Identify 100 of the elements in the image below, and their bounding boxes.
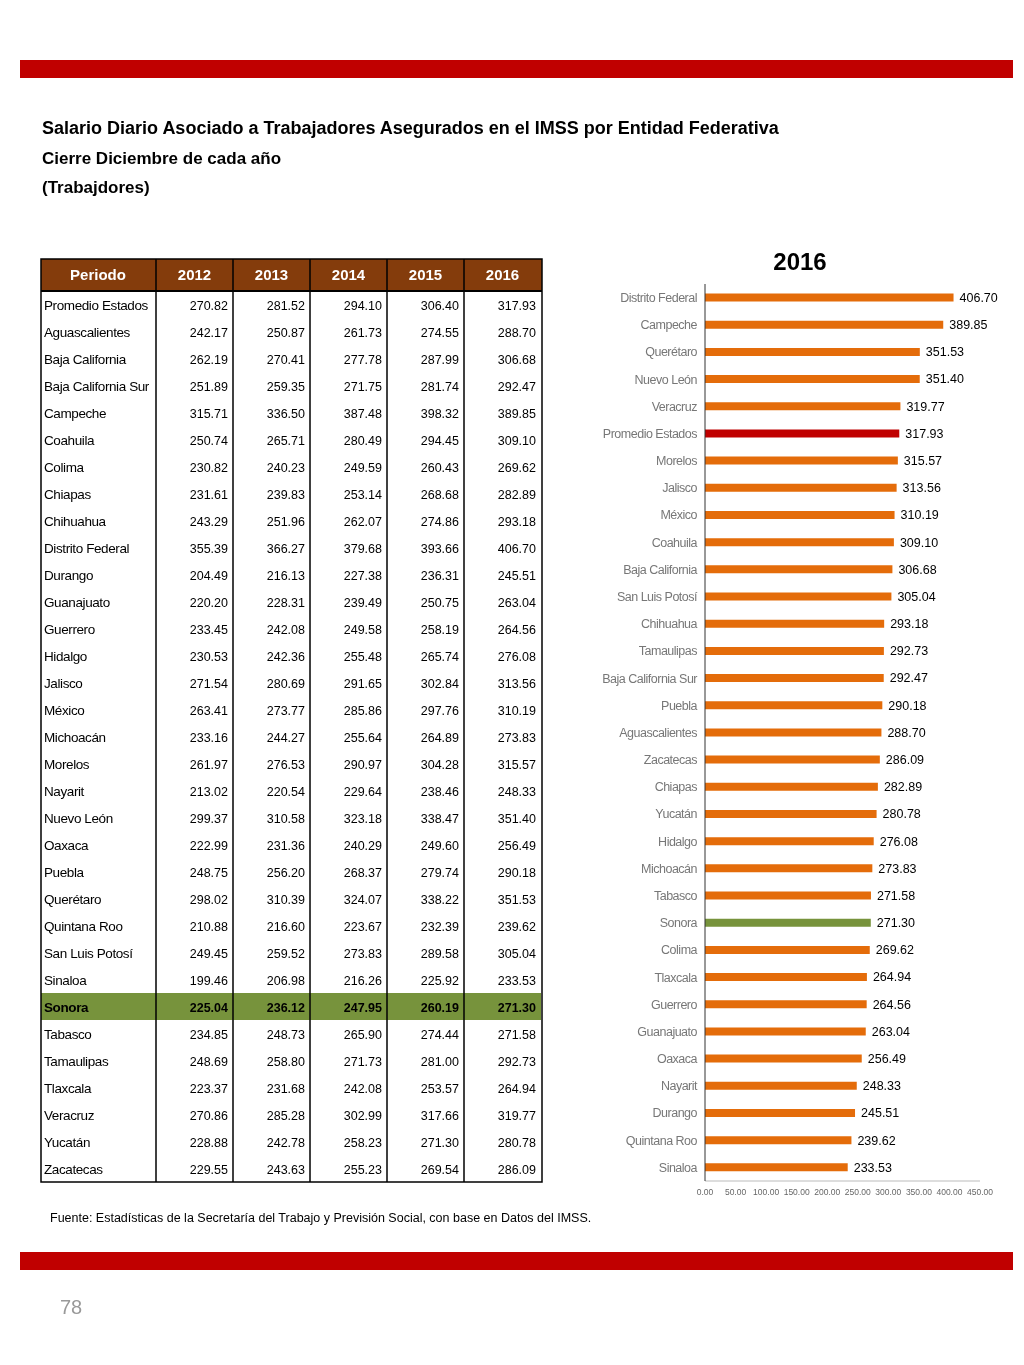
data-label: 389.85 [497, 406, 537, 421]
y-tick-label: Tabasco [653, 889, 698, 904]
y-tick-label: Veracruz [44, 1107, 95, 1123]
y-tick-label: Sinaloa [658, 1160, 698, 1175]
y-tick-label: Coahuila [44, 432, 95, 448]
data-label: 271.75 [343, 379, 383, 394]
data-label: 387.48 [343, 406, 383, 421]
data-label: 247.95 [343, 1000, 383, 1015]
y-tick-label: Yucatán [44, 1134, 90, 1150]
data-label: 259.35 [266, 379, 306, 394]
data-label: 270.82 [189, 298, 229, 313]
chart-title: Salario Diario Asociado a Trabajadores Asegurados en el IMSS por Entidad Federativa [42, 117, 780, 140]
data-label: 233.45 [189, 622, 229, 637]
y-tick-label: Zacatecas [44, 1161, 104, 1177]
bar [705, 483, 897, 492]
data-label: 222.99 [189, 838, 229, 853]
data-label: 223.67 [343, 919, 383, 934]
bar [705, 1163, 848, 1172]
data-label: 263.04 [497, 595, 537, 610]
bar [705, 293, 954, 302]
bar [705, 646, 884, 655]
y-tick-label: Hidalgo [44, 648, 87, 664]
data-label: 305.04 [497, 946, 537, 961]
bar [705, 782, 878, 791]
data-label: 280.49 [343, 433, 383, 448]
data-label: 315.71 [189, 406, 229, 421]
data-label: 249.60 [420, 838, 460, 853]
y-tick-label: Chiapas [654, 780, 698, 795]
y-tick-label: Baja California Sur [602, 671, 698, 686]
bar [705, 837, 874, 846]
data-label: 216.60 [266, 919, 306, 934]
y-tick-label: Jalisco [44, 675, 83, 691]
data-label: 306.40 [420, 298, 460, 313]
bar [705, 456, 898, 465]
data-label: 239.49 [343, 595, 383, 610]
data-label: 251.96 [266, 514, 306, 529]
y-tick-label: Colima [661, 943, 698, 958]
data-label: 265.71 [266, 433, 306, 448]
data-label: 234.85 [189, 1027, 229, 1042]
data-label: 239.83 [266, 487, 306, 502]
data-label: 248.33 [862, 1079, 902, 1094]
data-label: 248.73 [266, 1027, 306, 1042]
data-label: 245.51 [861, 1106, 900, 1121]
y-tick-label: Tlaxcala [654, 970, 698, 985]
data-label: 220.20 [189, 595, 229, 610]
data-label: 251.89 [189, 379, 229, 394]
x-tick-label: 2013 [254, 266, 289, 283]
bar [705, 538, 894, 547]
data-label: 289.58 [420, 946, 460, 961]
data-label: 274.86 [420, 514, 460, 529]
bar [705, 674, 884, 683]
data-label: 276.08 [879, 834, 918, 849]
data-label: 216.26 [343, 973, 383, 988]
y-tick-label: Morelos [44, 756, 90, 772]
data-label: 292.47 [497, 379, 537, 394]
data-label: 306.68 [898, 562, 937, 577]
data-label: 258.80 [266, 1054, 306, 1069]
bar [705, 918, 871, 927]
data-label: 250.87 [266, 325, 306, 340]
data-label: 336.50 [266, 406, 306, 421]
data-label: 270.86 [189, 1108, 229, 1123]
x-tick-label: 0.00 [696, 1187, 714, 1198]
bar [705, 429, 900, 438]
data-label: 290.97 [343, 757, 383, 772]
y-tick-label: Yucatán [655, 807, 698, 822]
y-tick-label: Colima [44, 459, 85, 475]
y-tick-label: Querétaro [44, 891, 102, 907]
data-label: 220.54 [266, 784, 306, 799]
data-label: 319.77 [906, 399, 945, 414]
data-label: 315.57 [497, 757, 537, 772]
data-label: 351.53 [497, 892, 537, 907]
data-label: 255.48 [343, 649, 383, 664]
y-tick-label: Hidalgo [658, 834, 698, 849]
data-label: 265.90 [343, 1027, 383, 1042]
data-label: 231.61 [189, 487, 229, 502]
data-label: 304.28 [420, 757, 460, 772]
y-tick-label: Durango [44, 567, 93, 583]
y-tick-label: Jalisco [662, 481, 698, 496]
data-label: 286.09 [885, 753, 925, 768]
data-label: 228.31 [266, 595, 306, 610]
data-label: 256.20 [266, 865, 306, 880]
data-label: 271.30 [420, 1135, 460, 1150]
data-label: 233.53 [497, 973, 537, 988]
data-label: 313.56 [497, 676, 537, 691]
x-tick-label: 50.00 [724, 1187, 747, 1198]
data-label: 271.30 [876, 916, 916, 931]
data-label: 263.04 [871, 1024, 911, 1039]
y-tick-label: Chihuahua [641, 617, 698, 632]
data-label: 264.89 [420, 730, 460, 745]
data-label: 287.99 [420, 352, 460, 367]
data-label: 292.73 [889, 644, 929, 659]
data-label: 306.68 [497, 352, 537, 367]
data-label: 351.40 [497, 811, 537, 826]
bar [705, 347, 920, 356]
data-label: 281.52 [266, 298, 306, 313]
data-label: 223.37 [189, 1081, 229, 1096]
y-tick-label: Campeche [44, 405, 107, 421]
data-label: 232.39 [420, 919, 460, 934]
data-label: 292.73 [497, 1054, 537, 1069]
y-tick-label: Aguascalientes [44, 324, 131, 340]
